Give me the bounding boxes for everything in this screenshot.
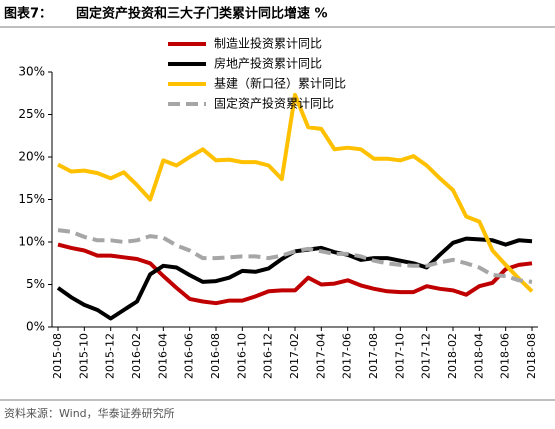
series-line	[57, 92, 534, 293]
y-tick-label: 25%	[18, 107, 45, 121]
y-tick-label: 0%	[26, 320, 45, 334]
x-tick-label: 2017-06	[341, 333, 354, 379]
y-tick-label: 10%	[18, 235, 45, 249]
x-tick-label: 2017-02	[288, 333, 301, 379]
x-tick-label: 2018-06	[499, 333, 512, 379]
source: 资料来源：Wind，华泰证券研究所	[4, 406, 175, 420]
chart-title: 固定资产投资和三大子门类累计同比增速 %	[76, 6, 328, 22]
y-tick-label: 30%	[18, 65, 45, 79]
x-tick-label: 2017-12	[420, 333, 433, 379]
x-tick-label: 2016-10	[235, 333, 248, 379]
legend-label: 基建（新口径）累计同比	[214, 76, 346, 91]
series-line	[57, 228, 533, 284]
x-tick-label: 2016-06	[183, 333, 196, 379]
legend-label: 制造业投资累计同比	[214, 36, 322, 51]
legend-label: 房地产投资累计同比	[214, 56, 322, 71]
x-tick-label: 2015-12	[104, 333, 117, 379]
x-tick-label: 2018-04	[472, 333, 485, 379]
y-tick-label: 15%	[18, 192, 45, 206]
x-tick-label: 2017-04	[314, 333, 327, 379]
x-tick-label: 2016-04	[156, 333, 169, 379]
x-tick-label: 2015-08	[51, 333, 64, 379]
x-tick-label: 2018-08	[525, 333, 538, 379]
x-tick-label: 2016-12	[262, 333, 275, 379]
x-tick-label: 2018-02	[446, 333, 459, 379]
x-tick-label: 2016-02	[130, 333, 143, 379]
legend-label: 固定资产投资累计同比	[214, 96, 334, 111]
x-tick-label: 2016-08	[209, 333, 222, 379]
x-tick-label: 2017-08	[367, 333, 380, 379]
x-tick-label: 2015-10	[77, 333, 90, 379]
y-tick-label: 5%	[26, 277, 45, 291]
y-tick-label: 20%	[18, 150, 45, 164]
chart-title-label: 图表7：	[4, 6, 52, 22]
series-line	[57, 242, 533, 306]
x-tick-label: 2017-10	[393, 333, 406, 379]
